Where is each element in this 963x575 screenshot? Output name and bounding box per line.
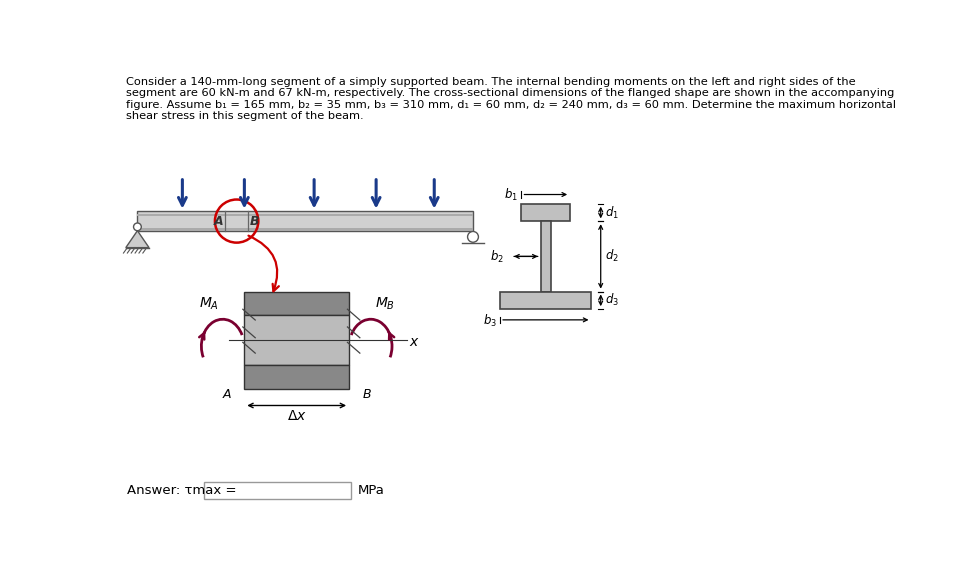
Text: $d_1$: $d_1$: [605, 205, 618, 221]
Text: A: A: [222, 388, 231, 401]
Text: A: A: [214, 214, 223, 228]
Text: shear stress in this segment of the beam.: shear stress in this segment of the beam…: [126, 112, 363, 121]
Text: B: B: [249, 214, 259, 228]
Circle shape: [134, 223, 142, 231]
Bar: [204, 482, 351, 500]
Text: Consider a 140-mm-long segment of a simply supported beam. The internal bending : Consider a 140-mm-long segment of a simp…: [126, 76, 855, 87]
Text: Answer: τmax =: Answer: τmax =: [126, 485, 236, 497]
Bar: [138, 228, 473, 231]
Circle shape: [468, 232, 479, 242]
Text: figure. Assume b₁ = 165 mm, b₂ = 35 mm, b₃ = 310 mm, d₁ = 60 mm, d₂ = 240 mm, d₃: figure. Assume b₁ = 165 mm, b₂ = 35 mm, …: [126, 100, 896, 110]
Text: $b_3$: $b_3$: [483, 313, 497, 329]
Text: x: x: [409, 335, 418, 349]
Text: $b_2$: $b_2$: [489, 249, 504, 265]
Text: $M_B$: $M_B$: [375, 296, 395, 312]
Bar: [500, 292, 591, 309]
Polygon shape: [126, 231, 149, 248]
Bar: [245, 292, 349, 316]
Text: MPa: MPa: [357, 485, 384, 497]
Text: $\Delta x$: $\Delta x$: [287, 408, 306, 423]
Text: $b_1$: $b_1$: [505, 187, 518, 204]
Bar: [540, 221, 551, 292]
Text: segment are 60 kN-m and 67 kN-m, respectively. The cross-sectional dimensions of: segment are 60 kN-m and 67 kN-m, respect…: [126, 88, 895, 98]
Bar: [138, 214, 473, 216]
Bar: [522, 204, 570, 221]
Text: B: B: [362, 388, 371, 401]
Text: $M_A$: $M_A$: [198, 296, 219, 312]
Text: $d_3$: $d_3$: [605, 292, 618, 308]
Bar: [245, 316, 349, 366]
Bar: [138, 212, 473, 231]
Bar: [245, 366, 349, 389]
Text: $d_2$: $d_2$: [605, 248, 618, 264]
